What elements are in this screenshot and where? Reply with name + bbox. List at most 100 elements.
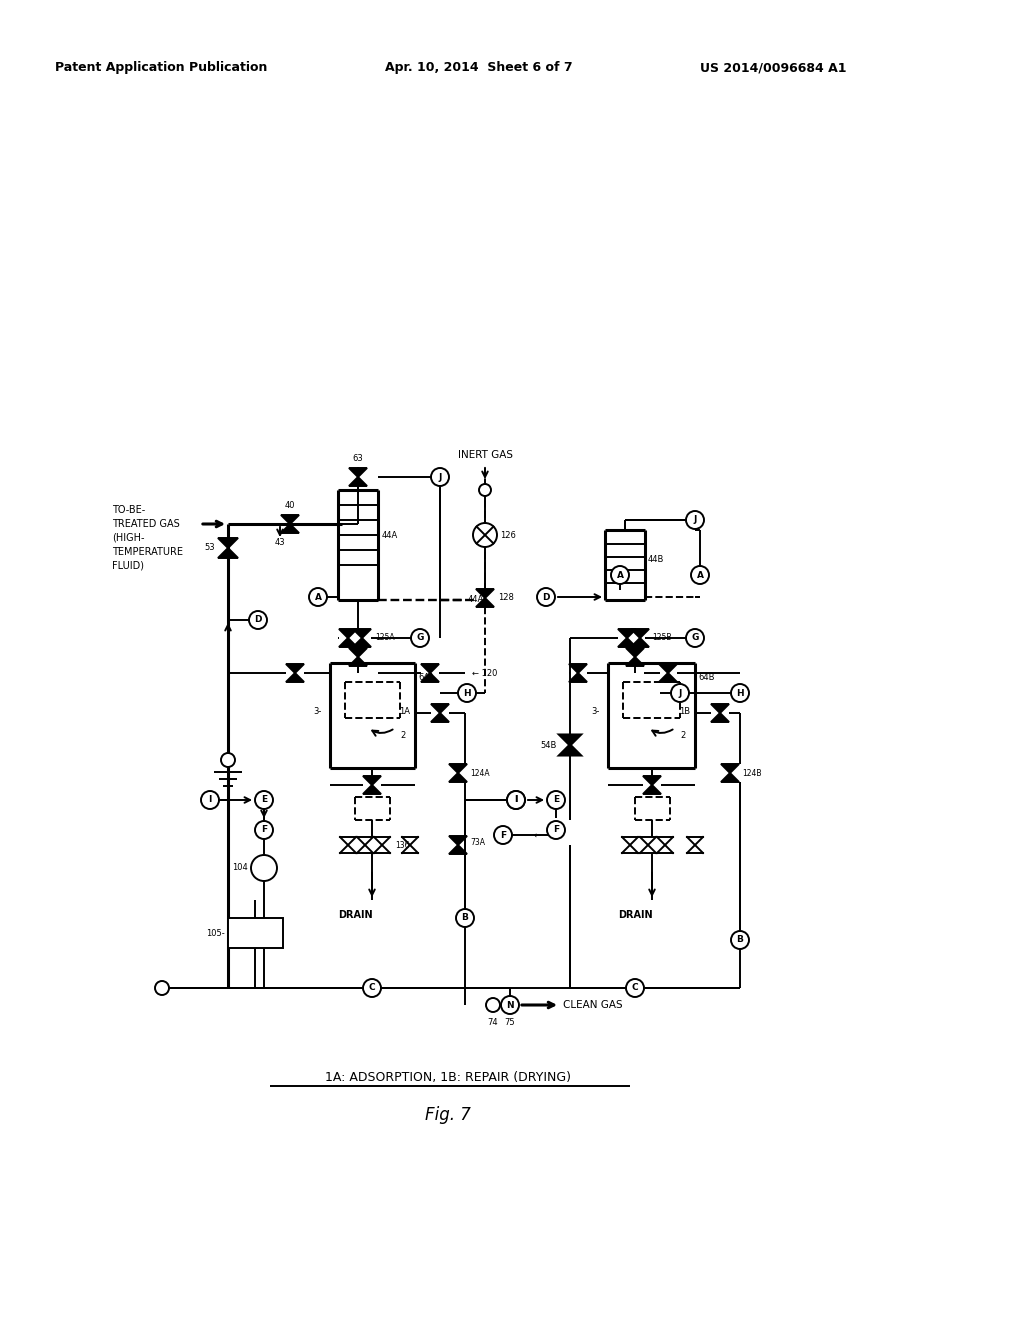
Text: E: E xyxy=(553,796,559,804)
Polygon shape xyxy=(626,648,644,657)
Text: A: A xyxy=(314,593,322,602)
Polygon shape xyxy=(349,477,367,486)
Text: (HIGH-: (HIGH- xyxy=(112,533,144,543)
Text: 44A: 44A xyxy=(468,595,484,605)
Circle shape xyxy=(731,684,749,702)
Polygon shape xyxy=(631,638,649,647)
Circle shape xyxy=(431,469,449,486)
Circle shape xyxy=(501,997,519,1014)
Circle shape xyxy=(251,855,278,880)
Text: B: B xyxy=(736,936,743,945)
Circle shape xyxy=(494,826,512,843)
Circle shape xyxy=(731,931,749,949)
Text: 128: 128 xyxy=(498,594,514,602)
Polygon shape xyxy=(353,630,371,638)
Text: 75: 75 xyxy=(505,1018,515,1027)
Polygon shape xyxy=(281,524,299,533)
Text: N: N xyxy=(506,1001,514,1010)
Text: CLEAN GAS: CLEAN GAS xyxy=(563,1001,623,1010)
Circle shape xyxy=(686,630,705,647)
Polygon shape xyxy=(449,836,467,845)
Circle shape xyxy=(201,791,219,809)
Text: 136: 136 xyxy=(395,841,410,850)
Text: 124A: 124A xyxy=(470,768,489,777)
Text: J: J xyxy=(678,689,682,697)
Circle shape xyxy=(691,566,709,583)
Text: 125B: 125B xyxy=(652,634,672,643)
Text: 44B: 44B xyxy=(648,556,665,565)
Polygon shape xyxy=(339,630,357,638)
Circle shape xyxy=(507,791,525,809)
Polygon shape xyxy=(643,785,662,795)
Text: F: F xyxy=(500,830,506,840)
Circle shape xyxy=(249,611,267,630)
Circle shape xyxy=(611,566,629,583)
Circle shape xyxy=(255,821,273,840)
Circle shape xyxy=(479,484,490,496)
Polygon shape xyxy=(476,589,494,598)
Text: G: G xyxy=(691,634,698,643)
Text: 3-: 3- xyxy=(592,708,600,717)
Text: 3-: 3- xyxy=(313,708,322,717)
Polygon shape xyxy=(339,638,357,647)
Text: INERT GAS: INERT GAS xyxy=(458,450,512,459)
Circle shape xyxy=(686,511,705,529)
Circle shape xyxy=(309,587,327,606)
Text: D: D xyxy=(543,593,550,602)
Text: I: I xyxy=(514,796,518,804)
Polygon shape xyxy=(618,638,636,647)
Text: 1A: 1A xyxy=(399,708,410,717)
Circle shape xyxy=(626,979,644,997)
Polygon shape xyxy=(353,638,371,647)
Polygon shape xyxy=(449,764,467,774)
Polygon shape xyxy=(721,764,739,774)
Text: TEMPERATURE: TEMPERATURE xyxy=(112,546,183,557)
Text: 73A: 73A xyxy=(470,838,485,847)
Text: 125A: 125A xyxy=(375,634,394,643)
Circle shape xyxy=(362,979,381,997)
Text: TO-BE-: TO-BE- xyxy=(112,506,145,515)
Polygon shape xyxy=(362,785,381,795)
Text: I: I xyxy=(208,796,212,804)
Text: J: J xyxy=(693,516,696,524)
Polygon shape xyxy=(659,664,677,673)
Text: 54B: 54B xyxy=(541,741,557,750)
Circle shape xyxy=(547,791,565,809)
Text: G: G xyxy=(417,634,424,643)
Polygon shape xyxy=(281,515,299,524)
Polygon shape xyxy=(286,673,304,682)
Text: Patent Application Publication: Patent Application Publication xyxy=(55,62,267,74)
Polygon shape xyxy=(421,673,439,682)
Text: DRAIN: DRAIN xyxy=(338,909,373,920)
Text: 64B: 64B xyxy=(698,673,715,682)
Circle shape xyxy=(155,981,169,995)
Polygon shape xyxy=(560,744,580,755)
Text: 105-: 105- xyxy=(206,928,225,937)
Text: 74: 74 xyxy=(487,1018,499,1027)
Polygon shape xyxy=(631,630,649,638)
Text: DRAIN: DRAIN xyxy=(617,909,652,920)
Text: Fig. 7: Fig. 7 xyxy=(425,1106,471,1125)
Text: 2: 2 xyxy=(680,730,685,739)
Circle shape xyxy=(537,587,555,606)
Polygon shape xyxy=(449,845,467,854)
Text: US 2014/0096684 A1: US 2014/0096684 A1 xyxy=(700,62,847,74)
Text: F: F xyxy=(261,825,267,834)
Text: C: C xyxy=(632,983,638,993)
Text: E: E xyxy=(261,796,267,804)
Text: J: J xyxy=(438,473,441,482)
Text: A: A xyxy=(616,570,624,579)
Circle shape xyxy=(458,684,476,702)
Text: ← 120: ← 120 xyxy=(472,668,498,677)
Text: H: H xyxy=(736,689,743,697)
Polygon shape xyxy=(643,776,662,785)
Text: 124B: 124B xyxy=(742,768,762,777)
Text: 44A: 44A xyxy=(382,531,398,540)
Polygon shape xyxy=(560,735,580,744)
Text: D: D xyxy=(254,615,262,624)
Text: TREATED GAS: TREATED GAS xyxy=(112,519,180,529)
Polygon shape xyxy=(218,548,238,558)
Text: I: I xyxy=(514,796,518,804)
Text: B: B xyxy=(462,913,468,923)
Polygon shape xyxy=(218,539,238,548)
